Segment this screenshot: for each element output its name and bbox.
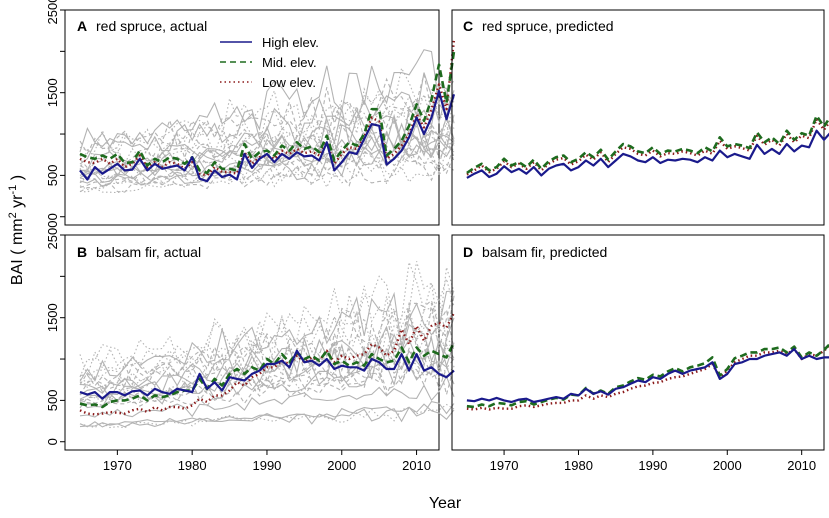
y-tick-label: 500 (45, 390, 60, 412)
series-line-high-elev (466, 129, 829, 179)
tree-series-line (79, 97, 455, 171)
panel-B: 0 500 1500 2500 1970 1980 1990 2000 2010 B bals… (45, 221, 456, 473)
tree-series-line (79, 72, 455, 165)
panel-C-lines (466, 114, 829, 179)
panel-D: 1970 1980 1990 2000 2010 D balsam fir, predi… (451, 234, 829, 473)
panel-C-frame (451, 9, 825, 226)
x-tick-label: 1970 (490, 458, 519, 473)
legend: High elev. Mid. elev. Low elev. (220, 35, 319, 90)
tree-series-line (79, 317, 455, 400)
series-line-mid-elev (79, 51, 456, 175)
series-line-mid-elev (79, 341, 456, 409)
tree-series-line (79, 289, 455, 390)
legend-mid-label: Mid. elev. (262, 55, 317, 70)
tree-series-line (79, 74, 455, 155)
panel-B-tree-series (79, 261, 455, 429)
series-line-high-elev (79, 349, 455, 400)
tree-series-line (79, 400, 455, 428)
panel-A-tree-series (79, 49, 455, 194)
x-axis-label: Year (429, 495, 462, 512)
y-tick-label: 0 (45, 213, 60, 220)
tree-series-line (79, 261, 455, 378)
tree-series-line (79, 49, 455, 153)
tree-series-line (79, 160, 455, 194)
y-label-sup2: -1 (7, 185, 19, 195)
panel-B-lines (79, 312, 456, 416)
tree-series-line (79, 374, 455, 418)
panel-A-title: red spruce, actual (96, 18, 207, 34)
panel-B-frame (64, 234, 440, 451)
x-tick-label: 2010 (402, 458, 431, 473)
tree-series-line (79, 290, 455, 382)
series-line-low-elev (466, 117, 829, 176)
series-line-low-elev (466, 344, 829, 411)
y-axis-label: BAI ( mm2 yr-1 ) (7, 175, 26, 285)
panel-B-letter: B (77, 244, 87, 260)
y-tick-label: 1500 (45, 78, 60, 107)
x-tick-label: 1970 (103, 458, 132, 473)
y-label-mid: yr (9, 194, 26, 212)
x-tick-label: 1990 (638, 458, 667, 473)
series-line-low-elev (79, 39, 456, 177)
panel-C-title: red spruce, predicted (482, 18, 614, 34)
panel-A-frame (64, 9, 440, 226)
tree-series-line (79, 307, 455, 386)
tree-series-line (79, 89, 455, 170)
tree-series-line (79, 124, 455, 181)
x-tick-label: 2010 (787, 458, 816, 473)
y-tick-label: 2500 (45, 0, 60, 24)
panel-B-y-axis: 0 500 1500 2500 (45, 221, 65, 445)
tree-series-line (79, 403, 455, 428)
series-line-high-elev (466, 348, 829, 404)
y-label-main: BAI ( mm (9, 218, 26, 285)
y-tick-label: 500 (45, 165, 60, 187)
tree-series-line (79, 308, 455, 396)
panel-C-letter: C (463, 18, 473, 34)
panel-A-letter: A (77, 18, 87, 34)
tree-series-line (79, 295, 455, 387)
y-label-sup1: 2 (7, 212, 19, 218)
tree-series-line (79, 343, 455, 404)
panel-A-lines (79, 39, 456, 183)
x-tick-label: 1980 (564, 458, 593, 473)
panel-C: C red spruce, predicted (451, 9, 829, 226)
legend-low-label: Low elev. (262, 75, 316, 90)
y-label-end: ) (9, 175, 26, 185)
series-line-low-elev (79, 312, 456, 416)
y-tick-label: 1500 (45, 303, 60, 332)
panel-D-x-axis: 1970 1980 1990 2000 2010 (490, 450, 816, 473)
x-tick-label: 2000 (713, 458, 742, 473)
tree-series-line (79, 360, 455, 408)
tree-series-line (79, 144, 455, 188)
panel-D-frame (451, 234, 825, 451)
tree-series-line (79, 154, 455, 193)
legend-high-label: High elev. (262, 35, 319, 50)
x-tick-label: 1980 (178, 458, 207, 473)
tree-series-line (79, 347, 455, 409)
panel-D-letter: D (463, 244, 473, 260)
panel-B-title: balsam fir, actual (96, 244, 201, 260)
panel-D-lines (466, 343, 829, 411)
series-line-high-elev (79, 89, 456, 183)
x-tick-label: 1990 (252, 458, 281, 473)
panel-B-x-axis: 1970 1980 1990 2000 2010 (103, 450, 431, 473)
tree-series-line (79, 262, 455, 378)
series-line-mid-elev (466, 343, 829, 409)
y-tick-label: 0 (45, 438, 60, 445)
panel-D-title: balsam fir, predicted (482, 244, 607, 260)
y-tick-label: 2500 (45, 221, 60, 250)
panel-A-y-axis: 0 500 1500 2500 (45, 0, 65, 220)
x-tick-label: 2000 (327, 458, 356, 473)
tree-series-line (79, 115, 455, 179)
panel-A: 0 500 1500 2500 A red spruce, actual (45, 0, 456, 226)
series-line-mid-elev (466, 114, 829, 174)
